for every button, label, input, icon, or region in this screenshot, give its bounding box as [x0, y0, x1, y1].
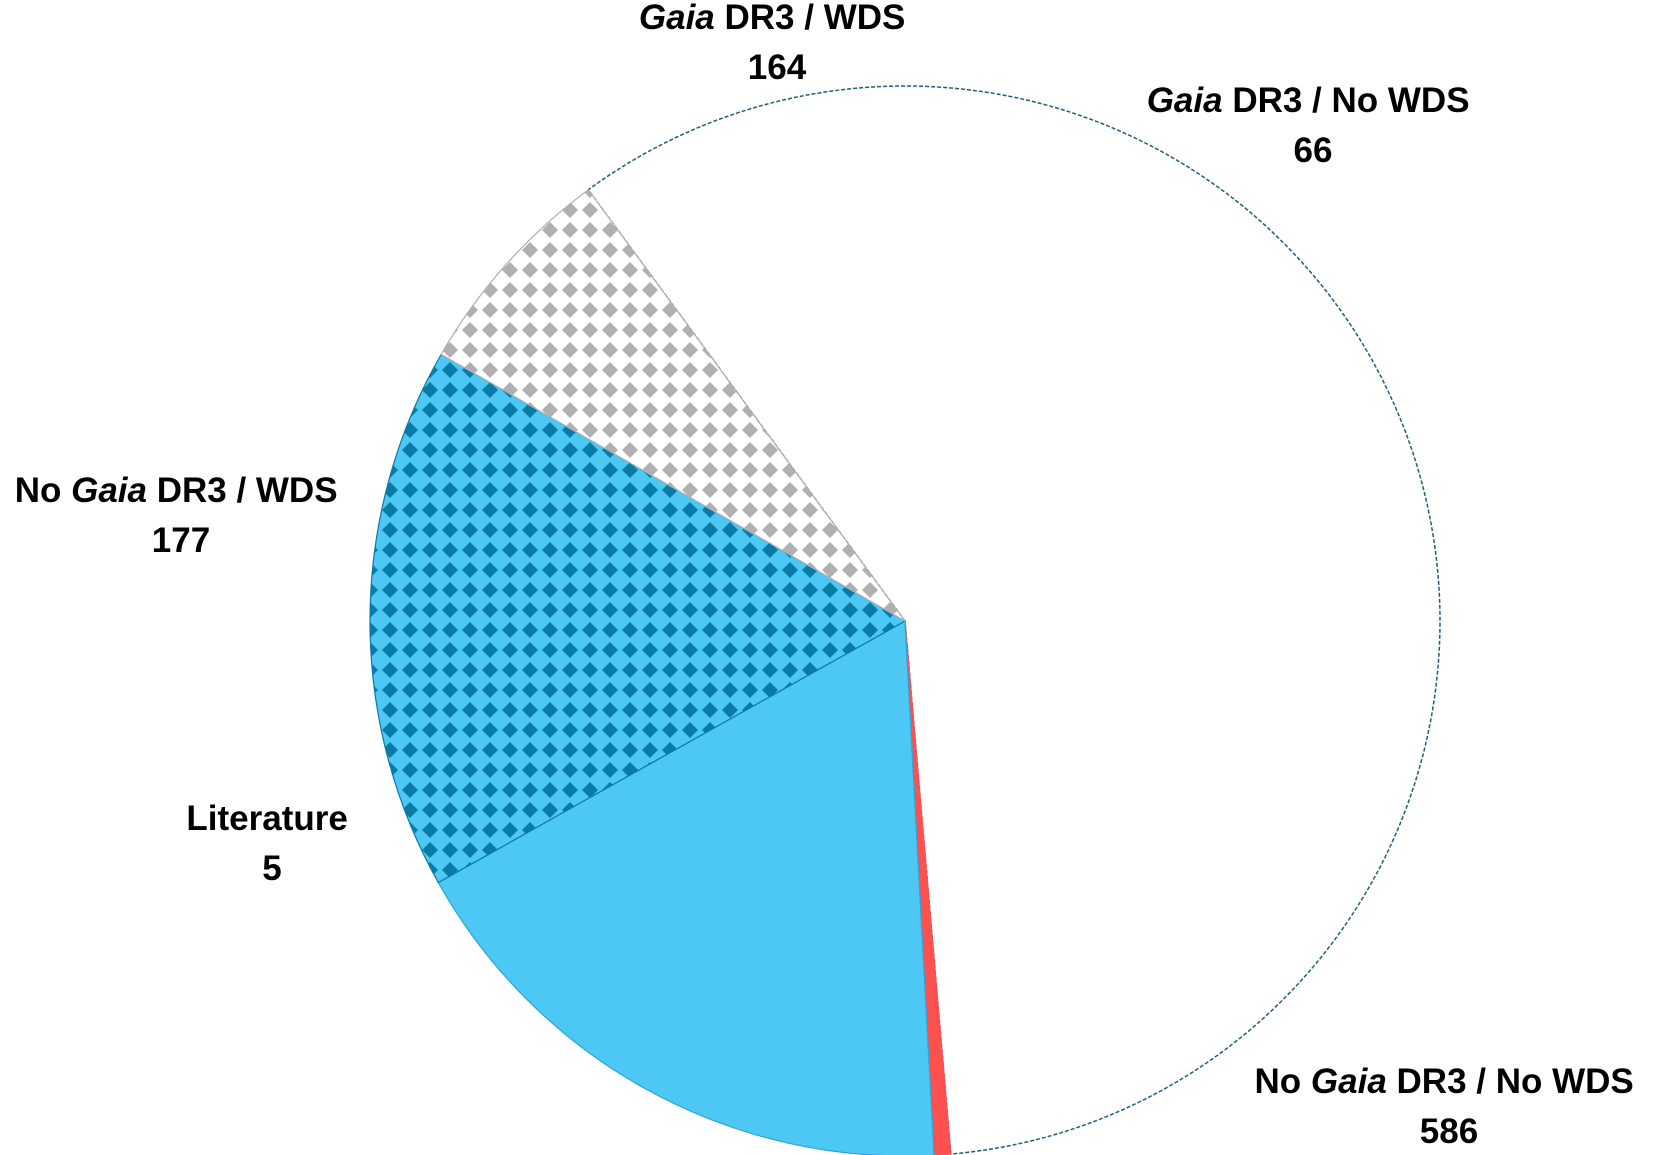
slice-label-no-gaia-wds: No Gaia DR3 / WDS 177	[15, 471, 348, 560]
slice-label-gaia-wds: Gaia DR3 / WDS 164	[639, 0, 915, 87]
pie-slice-no-gaia-wds	[437, 620, 935, 1155]
slice-name: Literature	[186, 799, 347, 838]
slice-name: No Gaia DR3 / No WDS	[1255, 1062, 1634, 1101]
pie-slice-gaia-wds	[369, 353, 907, 884]
slice-label-gaia-no-wds: Gaia DR3 / No WDS 66	[1147, 81, 1480, 170]
slice-value: 177	[152, 521, 210, 560]
slice-value: 586	[1420, 1112, 1478, 1151]
pie-slice-gaia-no-wds	[440, 188, 906, 622]
slice-value: 5	[262, 849, 281, 888]
slice-value: 164	[748, 48, 807, 87]
pie-slices	[369, 85, 1441, 1155]
slice-label-no-gaia-no-wds: No Gaia DR3 / No WDS 586	[1255, 1062, 1644, 1151]
slice-name: No Gaia DR3 / WDS	[15, 471, 338, 510]
pie-slice-no-gaia-no-wds	[587, 85, 1441, 1155]
slice-name: Gaia DR3 / WDS	[639, 0, 905, 37]
slice-name: Gaia DR3 / No WDS	[1147, 81, 1470, 120]
slice-label-literature: Literature 5	[186, 799, 357, 888]
slice-value: 66	[1294, 131, 1333, 170]
